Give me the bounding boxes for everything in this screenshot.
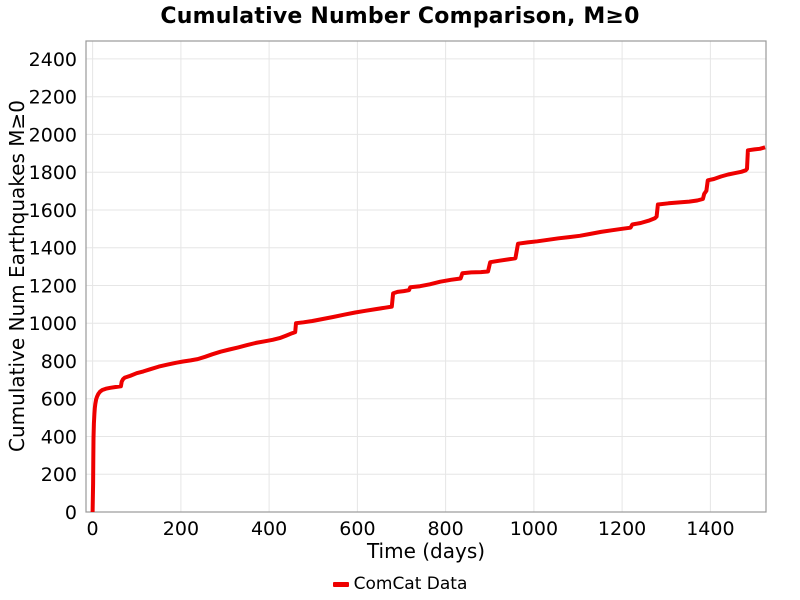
legend-label: ComCat Data bbox=[353, 574, 468, 594]
x-tick-label: 200 bbox=[163, 518, 199, 540]
y-tick-label: 1200 bbox=[29, 276, 77, 298]
axes-spines bbox=[85, 40, 767, 513]
y-tick-label: 1600 bbox=[29, 200, 77, 222]
y-tick-label: 1400 bbox=[29, 238, 77, 260]
y-tick-label: 2400 bbox=[29, 49, 77, 71]
y-tick-label: 2000 bbox=[29, 124, 77, 146]
y-tick-label: 1000 bbox=[29, 313, 77, 335]
y-tick-label: 400 bbox=[41, 427, 77, 449]
y-tick-label: 2200 bbox=[29, 87, 77, 109]
data-line-comcat bbox=[90, 145, 766, 513]
x-tick-label: 1400 bbox=[686, 518, 734, 540]
legend-line-swatch bbox=[332, 581, 349, 587]
y-axis-title: Cumulative Num Earthquakes M≥0 bbox=[5, 100, 29, 452]
y-tick-label: 200 bbox=[41, 464, 77, 486]
x-tick-label: 600 bbox=[339, 518, 375, 540]
x-tick-label: 800 bbox=[427, 518, 463, 540]
y-tick-label: 600 bbox=[41, 389, 77, 411]
x-tick-label: 1000 bbox=[510, 518, 558, 540]
y-tick-label: 0 bbox=[65, 502, 77, 524]
x-tick-label: 1200 bbox=[598, 518, 646, 540]
x-tick-label: 400 bbox=[251, 518, 287, 540]
tick-labels: 0 200 400 600 800 1000 1200 1400 0 200 400 600 800 10… bbox=[29, 49, 735, 540]
x-tick-label: 0 bbox=[87, 518, 99, 540]
x-axis-title: Time (days) bbox=[366, 539, 486, 563]
gridlines bbox=[86, 41, 766, 513]
y-tick-label: 800 bbox=[41, 351, 77, 373]
legend: ComCat Data bbox=[0, 574, 800, 594]
y-tick-label: 1800 bbox=[29, 162, 77, 184]
chart-title: Cumulative Number Comparison, M≥0 bbox=[160, 4, 640, 29]
